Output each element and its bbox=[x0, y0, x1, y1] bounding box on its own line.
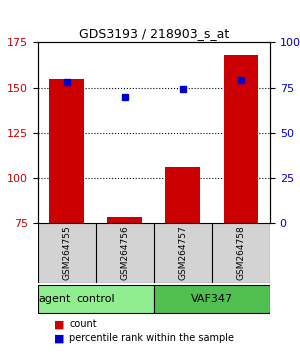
Title: GDS3193 / 218903_s_at: GDS3193 / 218903_s_at bbox=[79, 27, 229, 40]
Text: VAF347: VAF347 bbox=[191, 294, 233, 304]
Text: percentile rank within the sample: percentile rank within the sample bbox=[69, 333, 234, 343]
FancyBboxPatch shape bbox=[38, 285, 154, 313]
Text: ■: ■ bbox=[54, 333, 64, 343]
Bar bbox=[107, 217, 142, 223]
Text: GSM264755: GSM264755 bbox=[62, 225, 71, 280]
Text: count: count bbox=[69, 319, 97, 329]
Text: ■: ■ bbox=[54, 319, 64, 329]
Text: agent: agent bbox=[39, 294, 71, 304]
Bar bbox=[49, 79, 84, 223]
Text: GSM264756: GSM264756 bbox=[120, 225, 129, 280]
Bar bbox=[165, 167, 200, 223]
Text: GSM264758: GSM264758 bbox=[236, 225, 245, 280]
FancyBboxPatch shape bbox=[154, 285, 270, 313]
Bar bbox=[224, 55, 258, 223]
Text: GSM264757: GSM264757 bbox=[178, 225, 187, 280]
Text: control: control bbox=[76, 294, 115, 304]
